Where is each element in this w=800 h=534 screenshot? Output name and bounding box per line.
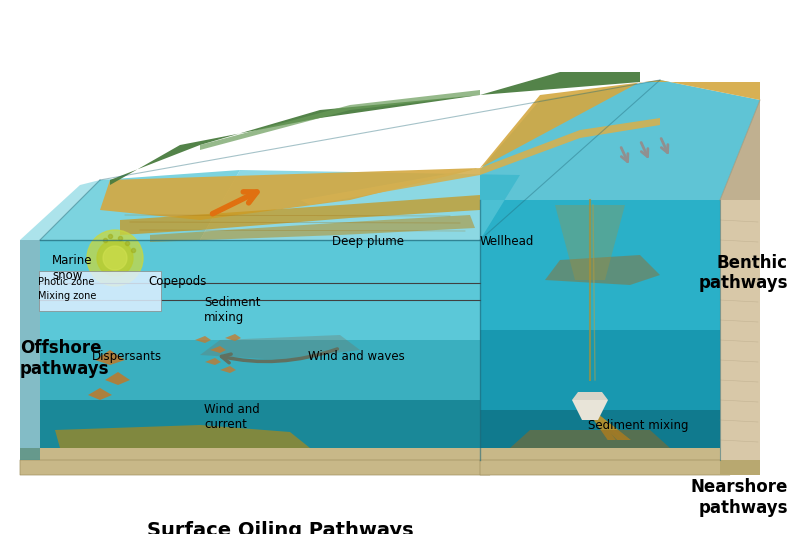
- Polygon shape: [40, 240, 480, 460]
- Polygon shape: [587, 410, 630, 440]
- Text: Copepods: Copepods: [148, 275, 206, 288]
- Polygon shape: [20, 180, 100, 240]
- Polygon shape: [200, 170, 520, 240]
- Polygon shape: [555, 205, 625, 280]
- Polygon shape: [40, 448, 480, 460]
- Polygon shape: [40, 340, 480, 460]
- Text: Photic zone: Photic zone: [38, 277, 94, 287]
- Circle shape: [87, 230, 143, 286]
- Polygon shape: [720, 100, 760, 200]
- Polygon shape: [480, 80, 760, 200]
- Polygon shape: [150, 215, 475, 242]
- Polygon shape: [480, 200, 720, 460]
- Text: Wellhead: Wellhead: [480, 235, 534, 248]
- Polygon shape: [480, 410, 720, 460]
- Polygon shape: [587, 410, 625, 440]
- Text: Surface Oiling Pathways: Surface Oiling Pathways: [146, 521, 414, 534]
- Polygon shape: [510, 430, 670, 448]
- Text: Mixing zone: Mixing zone: [38, 291, 97, 301]
- Polygon shape: [205, 358, 221, 365]
- Polygon shape: [720, 460, 760, 475]
- Polygon shape: [20, 460, 490, 475]
- Polygon shape: [110, 72, 640, 185]
- Polygon shape: [545, 255, 660, 285]
- Text: Deep plume: Deep plume: [332, 235, 404, 248]
- Polygon shape: [200, 90, 480, 150]
- Polygon shape: [572, 392, 608, 400]
- Text: Sediment mixing: Sediment mixing: [588, 419, 689, 432]
- Polygon shape: [120, 195, 480, 235]
- Polygon shape: [480, 460, 730, 475]
- Polygon shape: [20, 240, 40, 460]
- Polygon shape: [220, 366, 236, 373]
- Text: Benthic
pathways: Benthic pathways: [698, 254, 788, 293]
- Polygon shape: [210, 346, 226, 353]
- Text: Offshore
pathways: Offshore pathways: [20, 339, 110, 378]
- Polygon shape: [105, 372, 130, 385]
- Polygon shape: [480, 448, 720, 460]
- Polygon shape: [88, 388, 112, 400]
- Text: Sediment
mixing: Sediment mixing: [204, 296, 261, 324]
- Polygon shape: [95, 350, 125, 365]
- Polygon shape: [200, 335, 360, 360]
- Text: Wind and
current: Wind and current: [204, 403, 260, 431]
- FancyBboxPatch shape: [39, 271, 161, 311]
- Text: Marine
snow: Marine snow: [52, 254, 93, 281]
- Polygon shape: [225, 334, 241, 341]
- Polygon shape: [195, 336, 211, 343]
- Polygon shape: [20, 448, 40, 460]
- Polygon shape: [55, 425, 310, 448]
- Polygon shape: [587, 410, 616, 440]
- Polygon shape: [587, 410, 625, 440]
- Polygon shape: [480, 330, 720, 460]
- Polygon shape: [40, 400, 480, 460]
- Circle shape: [97, 240, 133, 276]
- Polygon shape: [572, 400, 608, 420]
- Polygon shape: [300, 118, 660, 205]
- Polygon shape: [40, 170, 240, 240]
- Polygon shape: [100, 80, 760, 220]
- Text: Wind and waves: Wind and waves: [308, 350, 405, 363]
- Polygon shape: [587, 410, 630, 440]
- Circle shape: [103, 246, 127, 270]
- Text: Nearshore
pathways: Nearshore pathways: [690, 478, 788, 517]
- Polygon shape: [587, 410, 616, 440]
- Polygon shape: [720, 100, 760, 460]
- Text: Dispersants: Dispersants: [92, 350, 162, 363]
